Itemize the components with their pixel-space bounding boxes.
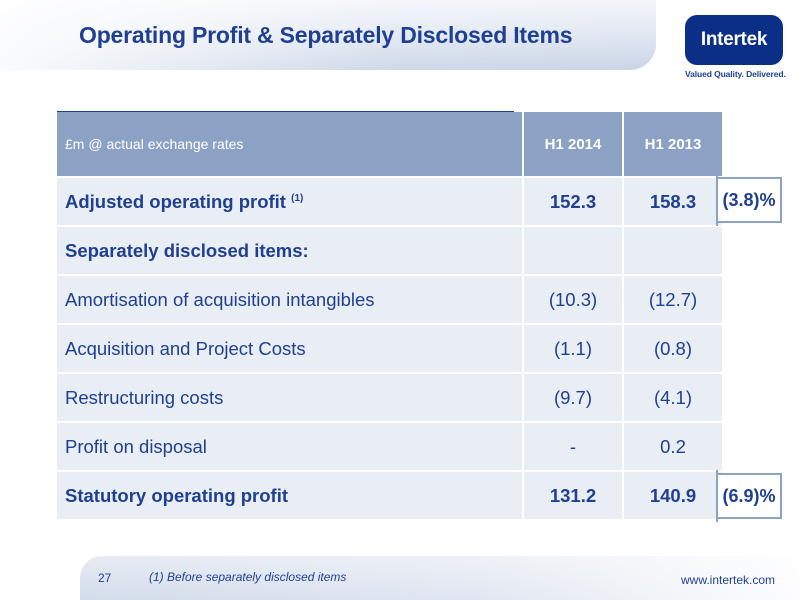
logo-tagline: Valued Quality. Delivered. [685, 69, 786, 79]
row-label: Statutory operating profit [57, 470, 524, 519]
change-statutory-badge: (6.9)% [716, 473, 782, 519]
value-h1-2014: - [523, 421, 624, 471]
logo-text: Intertek [700, 29, 768, 50]
value-h1-2013: 158.3 [623, 176, 724, 226]
page-title: Operating Profit & Separately Disclosed … [79, 22, 573, 48]
value-h1-2013: 0.2 [623, 421, 724, 471]
page-number: 27 [98, 571, 112, 585]
change-adjusted-badge: (3.8)% [716, 177, 782, 223]
table-row: Acquisition and Project Costs (1.1) (0.8… [57, 323, 724, 373]
value-h1-2014: 131.2 [523, 470, 624, 519]
row-label: Restructuring costs [57, 372, 524, 422]
operating-profit-table: £m @ actual exchange rates H1 2014 H1 20… [57, 112, 724, 519]
title-band-shade [0, 0, 656, 70]
value-h1-2014: (1.1) [523, 323, 624, 373]
value-h1-2014: 152.3 [523, 176, 624, 226]
row-label: Profit on disposal [57, 421, 524, 471]
row-label: Acquisition and Project Costs [57, 323, 524, 373]
row-label: Separately disclosed items: [57, 225, 524, 275]
row-label: Amortisation of acquisition intangibles [57, 274, 524, 324]
intertek-logo: Intertek [685, 15, 783, 65]
value-h1-2014 [523, 225, 624, 275]
table-row: Amortisation of acquisition intangibles … [57, 274, 724, 324]
value-h1-2013 [623, 225, 724, 275]
column-header-units: £m @ actual exchange rates [57, 112, 524, 177]
value-h1-2013: (4.1) [623, 372, 724, 422]
column-header-h1-2014: H1 2014 [523, 112, 624, 177]
footnote-marker: (1) [291, 192, 304, 204]
row-label: Adjusted operating profit (1) [57, 176, 524, 226]
table-row: Statutory operating profit 131.2 140.9 [57, 470, 724, 519]
footer-band-fade [80, 556, 800, 600]
footnote: (1) Before separately disclosed items [149, 570, 347, 584]
table-row: Restructuring costs (9.7) (4.1) [57, 372, 724, 422]
table-row: Separately disclosed items: [57, 225, 724, 275]
value-h1-2014: (10.3) [523, 274, 624, 324]
table-row: Adjusted operating profit (1) 152.3 158.… [57, 176, 724, 226]
value-h1-2013: (12.7) [623, 274, 724, 324]
footer-url[interactable]: www.intertek.com [681, 573, 776, 587]
table-row: Profit on disposal - 0.2 [57, 421, 724, 471]
value-h1-2014: (9.7) [523, 372, 624, 422]
column-header-h1-2013: H1 2013 [623, 112, 724, 177]
value-h1-2013: 140.9 [623, 470, 724, 519]
row-label-text: Adjusted operating profit [65, 190, 286, 212]
value-h1-2013: (0.8) [623, 323, 724, 373]
table-header-row: £m @ actual exchange rates H1 2014 H1 20… [57, 112, 724, 177]
